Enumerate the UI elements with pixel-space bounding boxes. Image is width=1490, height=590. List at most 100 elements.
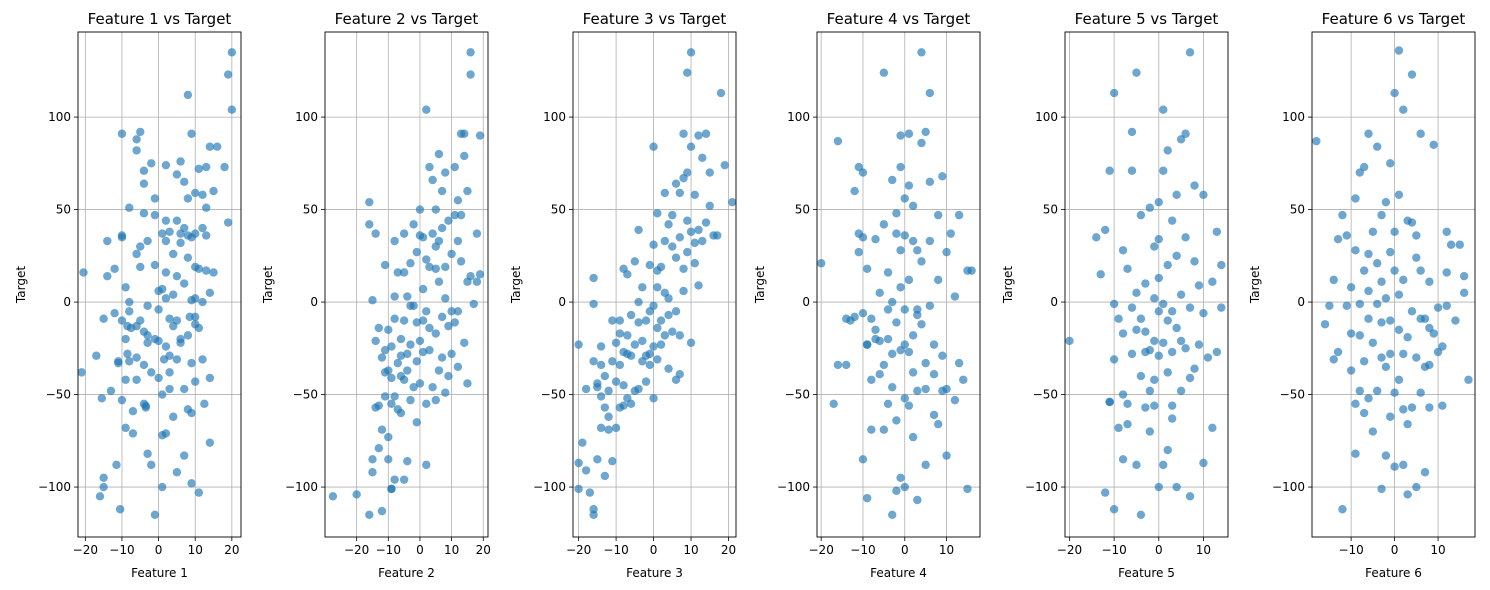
scatter-point <box>183 331 193 340</box>
y-tick-label: 100 <box>295 110 318 124</box>
scatter-point <box>187 408 196 418</box>
scatter-points <box>1065 48 1226 520</box>
scatter-point <box>202 162 211 172</box>
scatter-point <box>1100 225 1110 235</box>
scatter-point <box>675 370 684 379</box>
y-tick-label: −50 <box>1033 388 1058 402</box>
x-tick-label: −20 <box>1057 543 1082 557</box>
scatter-point <box>1105 397 1114 407</box>
scatter-point <box>406 340 415 349</box>
x-tick-label: 0 <box>901 543 909 557</box>
scatter-point <box>1136 210 1146 220</box>
scatter-point <box>615 316 625 325</box>
y-tick-label: 100 <box>1282 110 1305 124</box>
scatter-point <box>596 423 606 433</box>
scatter-point <box>1386 412 1395 421</box>
x-tick-label: 0 <box>1155 543 1163 557</box>
scatter-point <box>896 246 905 255</box>
scatter-point <box>649 142 658 151</box>
scatter-point <box>1351 246 1360 255</box>
scatter-point <box>125 357 134 366</box>
scatter-point <box>390 292 399 301</box>
scatter-point <box>418 233 428 242</box>
scatter-point <box>79 268 88 277</box>
scatter-point <box>615 360 625 370</box>
scatter-point <box>929 410 939 420</box>
scatter-point <box>668 242 677 251</box>
scatter-point <box>472 277 482 286</box>
scatter-point <box>900 340 909 349</box>
scatter-point <box>437 353 447 362</box>
scatter-point <box>1412 482 1421 492</box>
scatter-point <box>904 401 914 410</box>
scatter-point <box>147 159 156 168</box>
scatter-point <box>1368 227 1378 236</box>
y-tick-label: 100 <box>787 110 810 124</box>
scatter-point <box>406 395 415 405</box>
scatter-point <box>136 262 145 272</box>
scatter-point <box>1442 301 1451 310</box>
scatter-point <box>415 205 425 214</box>
scatter-points <box>816 48 976 520</box>
scatter-point <box>660 236 670 246</box>
scatter-point <box>896 162 905 172</box>
scatter-point <box>649 301 658 310</box>
scatter-point <box>649 342 658 351</box>
scatter-point <box>147 368 156 377</box>
scatter-point <box>1377 277 1386 286</box>
scatter-point <box>1394 190 1404 199</box>
scatter-point <box>475 131 485 140</box>
scatter-point <box>908 368 918 377</box>
scatter-point <box>125 307 134 316</box>
scatter-point <box>434 236 444 246</box>
scatter-point <box>205 142 215 151</box>
scatter-point <box>1185 373 1195 383</box>
scatter-point <box>653 323 662 333</box>
scatter-point <box>1394 375 1404 384</box>
scatter-point <box>675 188 684 198</box>
scatter-point <box>187 479 196 488</box>
scatter-point <box>390 236 399 246</box>
scatter-point <box>694 131 703 140</box>
scatter-point <box>683 68 692 77</box>
scatter-point <box>630 257 640 266</box>
scatter-point <box>409 382 418 392</box>
scatter-point <box>128 407 138 416</box>
scatter-point <box>403 349 412 359</box>
scatter-point <box>1212 347 1222 357</box>
scatter-point <box>1412 253 1421 262</box>
scatter-point <box>850 312 859 322</box>
scatter-point <box>1381 197 1391 207</box>
x-axis-label: Feature 4 <box>870 566 927 580</box>
scatter-point <box>121 375 130 384</box>
scatter-point <box>202 266 211 275</box>
scatter-point <box>701 129 711 138</box>
scatter-point <box>1159 166 1168 175</box>
scatter-point <box>858 455 868 464</box>
scatter-point <box>1132 68 1141 77</box>
scatter-point <box>645 260 655 270</box>
y-tick-label: −100 <box>38 480 71 494</box>
scatter-point <box>1203 353 1213 362</box>
scatter-point <box>1403 333 1412 342</box>
scatter-point <box>172 316 182 325</box>
scatter-point <box>466 48 475 57</box>
y-axis-label: Target <box>753 266 767 304</box>
scatter-point <box>1163 146 1172 155</box>
scatter-point <box>176 157 185 166</box>
scatter-point <box>888 349 897 359</box>
scatter-point <box>908 201 918 211</box>
scatter-point <box>888 297 897 307</box>
scatter-point <box>1167 216 1177 225</box>
scatter-point <box>664 294 673 303</box>
scatter-point <box>223 218 233 227</box>
scatter-point <box>589 273 598 283</box>
y-tick-label: 50 <box>1043 203 1058 217</box>
scatter-point <box>604 425 613 434</box>
y-axis-label: Target <box>14 266 28 304</box>
scatter-point <box>963 484 972 494</box>
x-axis-label: Feature 3 <box>626 566 683 580</box>
x-tick-label: −10 <box>1101 543 1126 557</box>
scatter-point <box>611 423 621 433</box>
scatter-point <box>1141 327 1150 336</box>
